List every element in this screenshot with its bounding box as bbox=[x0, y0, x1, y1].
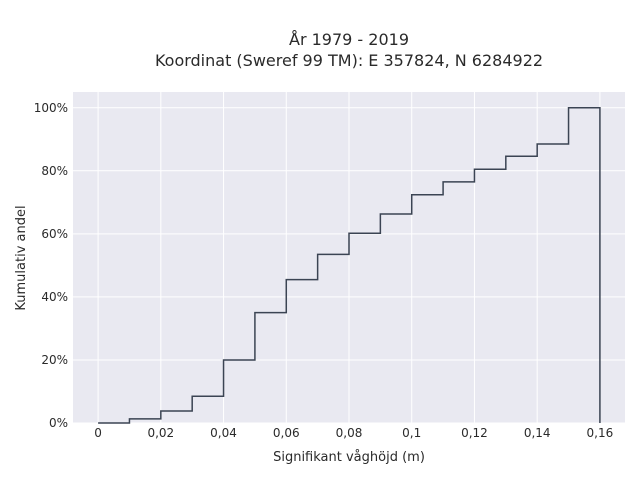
x-tick-label: 0,1 bbox=[402, 426, 421, 440]
x-tick-label: 0,08 bbox=[336, 426, 363, 440]
cumulative-step-line bbox=[98, 107, 601, 424]
x-tick-label: 0,04 bbox=[210, 426, 237, 440]
x-tick-label: 0,02 bbox=[147, 426, 174, 440]
y-tick-label: 60% bbox=[41, 227, 68, 241]
x-tick-label: 0,12 bbox=[461, 426, 488, 440]
x-tick-labels: 0 0,02 0,04 0,06 0,08 0,1 0,12 0,14 0,16 bbox=[94, 426, 613, 440]
chart-title-line-2: Koordinat (Sweref 99 TM): E 357824, N 62… bbox=[155, 51, 543, 70]
y-tick-label: 0% bbox=[49, 416, 68, 430]
chart-title-line-1: År 1979 - 2019 bbox=[289, 30, 409, 49]
x-tick-label: 0 bbox=[94, 426, 102, 440]
series-group bbox=[98, 107, 601, 424]
x-tick-label: 0,16 bbox=[587, 426, 614, 440]
x-tick-label: 0,06 bbox=[273, 426, 300, 440]
x-axis-title: Signifikant våghöjd (m) bbox=[273, 450, 425, 465]
y-tick-label: 40% bbox=[41, 290, 68, 304]
y-tick-labels: 0% 20% 40% 60% 80% 100% bbox=[34, 101, 68, 430]
y-axis-title: Kumulativ andel bbox=[14, 205, 29, 310]
x-tick-label: 0,14 bbox=[524, 426, 551, 440]
y-tick-label: 80% bbox=[41, 164, 68, 178]
y-tick-label: 20% bbox=[41, 353, 68, 367]
y-tick-label: 100% bbox=[34, 101, 68, 115]
